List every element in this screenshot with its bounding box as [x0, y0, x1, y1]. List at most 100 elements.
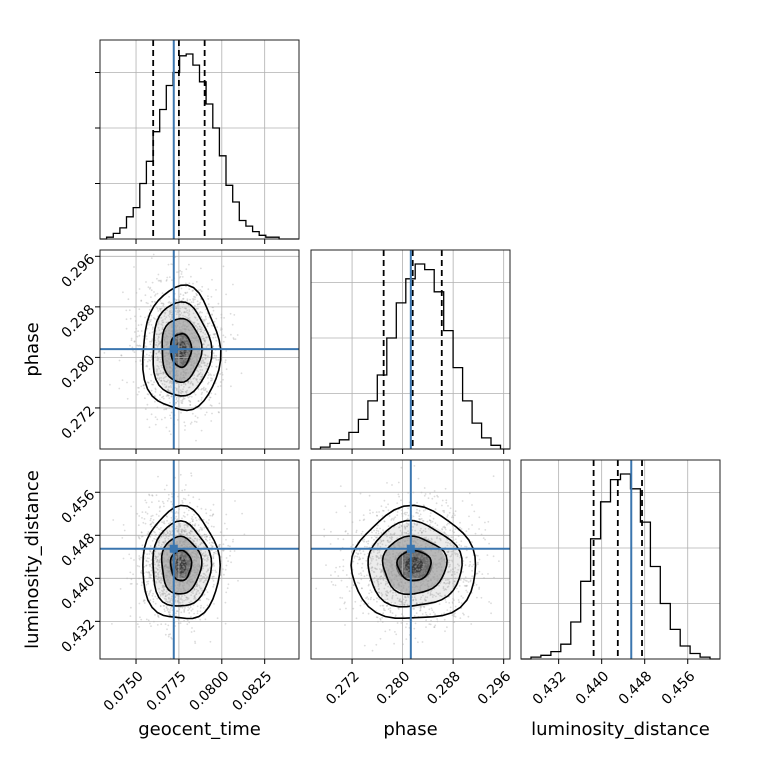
scatter-point	[175, 555, 178, 558]
scatter-point	[419, 598, 422, 601]
scatter-point	[411, 553, 414, 556]
scatter-point	[125, 318, 128, 321]
scatter-point	[185, 596, 188, 599]
scatter-point	[157, 563, 160, 566]
scatter-point	[126, 397, 129, 400]
scatter-point	[358, 549, 361, 552]
scatter-point	[153, 291, 155, 293]
scatter-point	[165, 280, 168, 282]
scatter-point	[139, 315, 142, 318]
scatter-point	[199, 543, 202, 546]
scatter-point	[159, 394, 161, 397]
scatter-point	[403, 540, 406, 543]
scatter-point	[182, 587, 185, 590]
scatter-point	[363, 538, 366, 541]
scatter-point	[190, 530, 193, 533]
scatter-point	[380, 531, 383, 534]
scatter-point	[440, 553, 442, 556]
scatter-point	[143, 557, 146, 560]
scatter-point	[179, 561, 182, 563]
scatter-point	[395, 575, 398, 577]
scatter-point	[415, 565, 417, 568]
scatter-point	[380, 557, 383, 560]
scatter-point	[204, 564, 207, 567]
scatter-point	[167, 537, 170, 540]
scatter-point	[358, 558, 360, 561]
scatter-point	[159, 558, 162, 560]
scatter-point	[403, 570, 406, 573]
scatter-point	[138, 515, 141, 517]
scatter-point	[161, 302, 164, 305]
scatter-point	[168, 593, 171, 595]
scatter-point	[186, 565, 189, 568]
scatter-point	[175, 371, 177, 374]
scatter-point	[183, 599, 186, 602]
scatter-point	[182, 342, 185, 345]
scatter-point	[159, 308, 162, 310]
scatter-point	[129, 615, 132, 617]
scatter-point	[236, 334, 239, 336]
scatter-point	[380, 570, 383, 573]
scatter-point	[207, 568, 210, 570]
scatter-point	[163, 557, 165, 559]
scatter-point	[121, 537, 124, 539]
scatter-point	[192, 341, 195, 344]
scatter-point	[180, 354, 182, 356]
scatter-point	[211, 515, 214, 517]
scatter-point	[348, 590, 351, 592]
scatter-point	[162, 585, 165, 588]
scatter-point	[380, 505, 383, 508]
scatter-point	[142, 521, 145, 524]
scatter-point	[390, 571, 393, 573]
scatter-point	[162, 321, 165, 324]
scatter-point	[426, 580, 429, 583]
scatter-point	[436, 618, 438, 620]
scatter-point	[203, 339, 206, 342]
scatter-point	[160, 323, 163, 326]
scatter-point	[429, 519, 431, 522]
scatter-point	[441, 504, 443, 507]
scatter-point	[387, 541, 390, 543]
scatter-point	[395, 551, 398, 554]
density-level-4	[175, 557, 187, 574]
scatter-point	[196, 329, 199, 331]
scatter-point	[156, 368, 158, 370]
scatter-point	[210, 405, 213, 407]
scatter-point	[167, 394, 170, 397]
scatter-point	[404, 554, 407, 556]
scatter-point	[418, 518, 421, 521]
scatter-point	[182, 396, 185, 399]
scatter-point	[169, 361, 172, 364]
scatter-point	[154, 339, 157, 342]
scatter-point	[383, 520, 386, 523]
scatter-point	[194, 642, 197, 644]
scatter-point	[152, 317, 155, 319]
scatter-point	[201, 553, 204, 555]
scatter-point	[399, 604, 401, 606]
scatter-point	[355, 552, 358, 554]
scatter-point	[199, 610, 202, 613]
scatter-point	[176, 379, 179, 381]
scatter-point	[179, 376, 182, 379]
scatter-point	[175, 610, 178, 613]
scatter-point	[484, 521, 486, 524]
scatter-point	[422, 555, 425, 558]
scatter-point	[155, 341, 158, 344]
scatter-point	[195, 557, 198, 560]
scatter-point	[386, 561, 388, 563]
scatter-point	[183, 610, 186, 612]
scatter-point	[165, 361, 168, 364]
scatter-point	[188, 351, 191, 354]
scatter-point	[180, 271, 183, 273]
scatter-point	[189, 298, 192, 301]
scatter-point	[191, 569, 194, 571]
scatter-point	[169, 599, 172, 602]
scatter-point	[196, 571, 199, 574]
scatter-point	[148, 308, 151, 311]
scatter-point	[165, 515, 168, 517]
scatter-point	[432, 566, 434, 569]
scatter-point	[430, 521, 432, 524]
scatter-point	[164, 332, 167, 335]
scatter-point	[155, 494, 158, 497]
scatter-point	[151, 540, 154, 542]
